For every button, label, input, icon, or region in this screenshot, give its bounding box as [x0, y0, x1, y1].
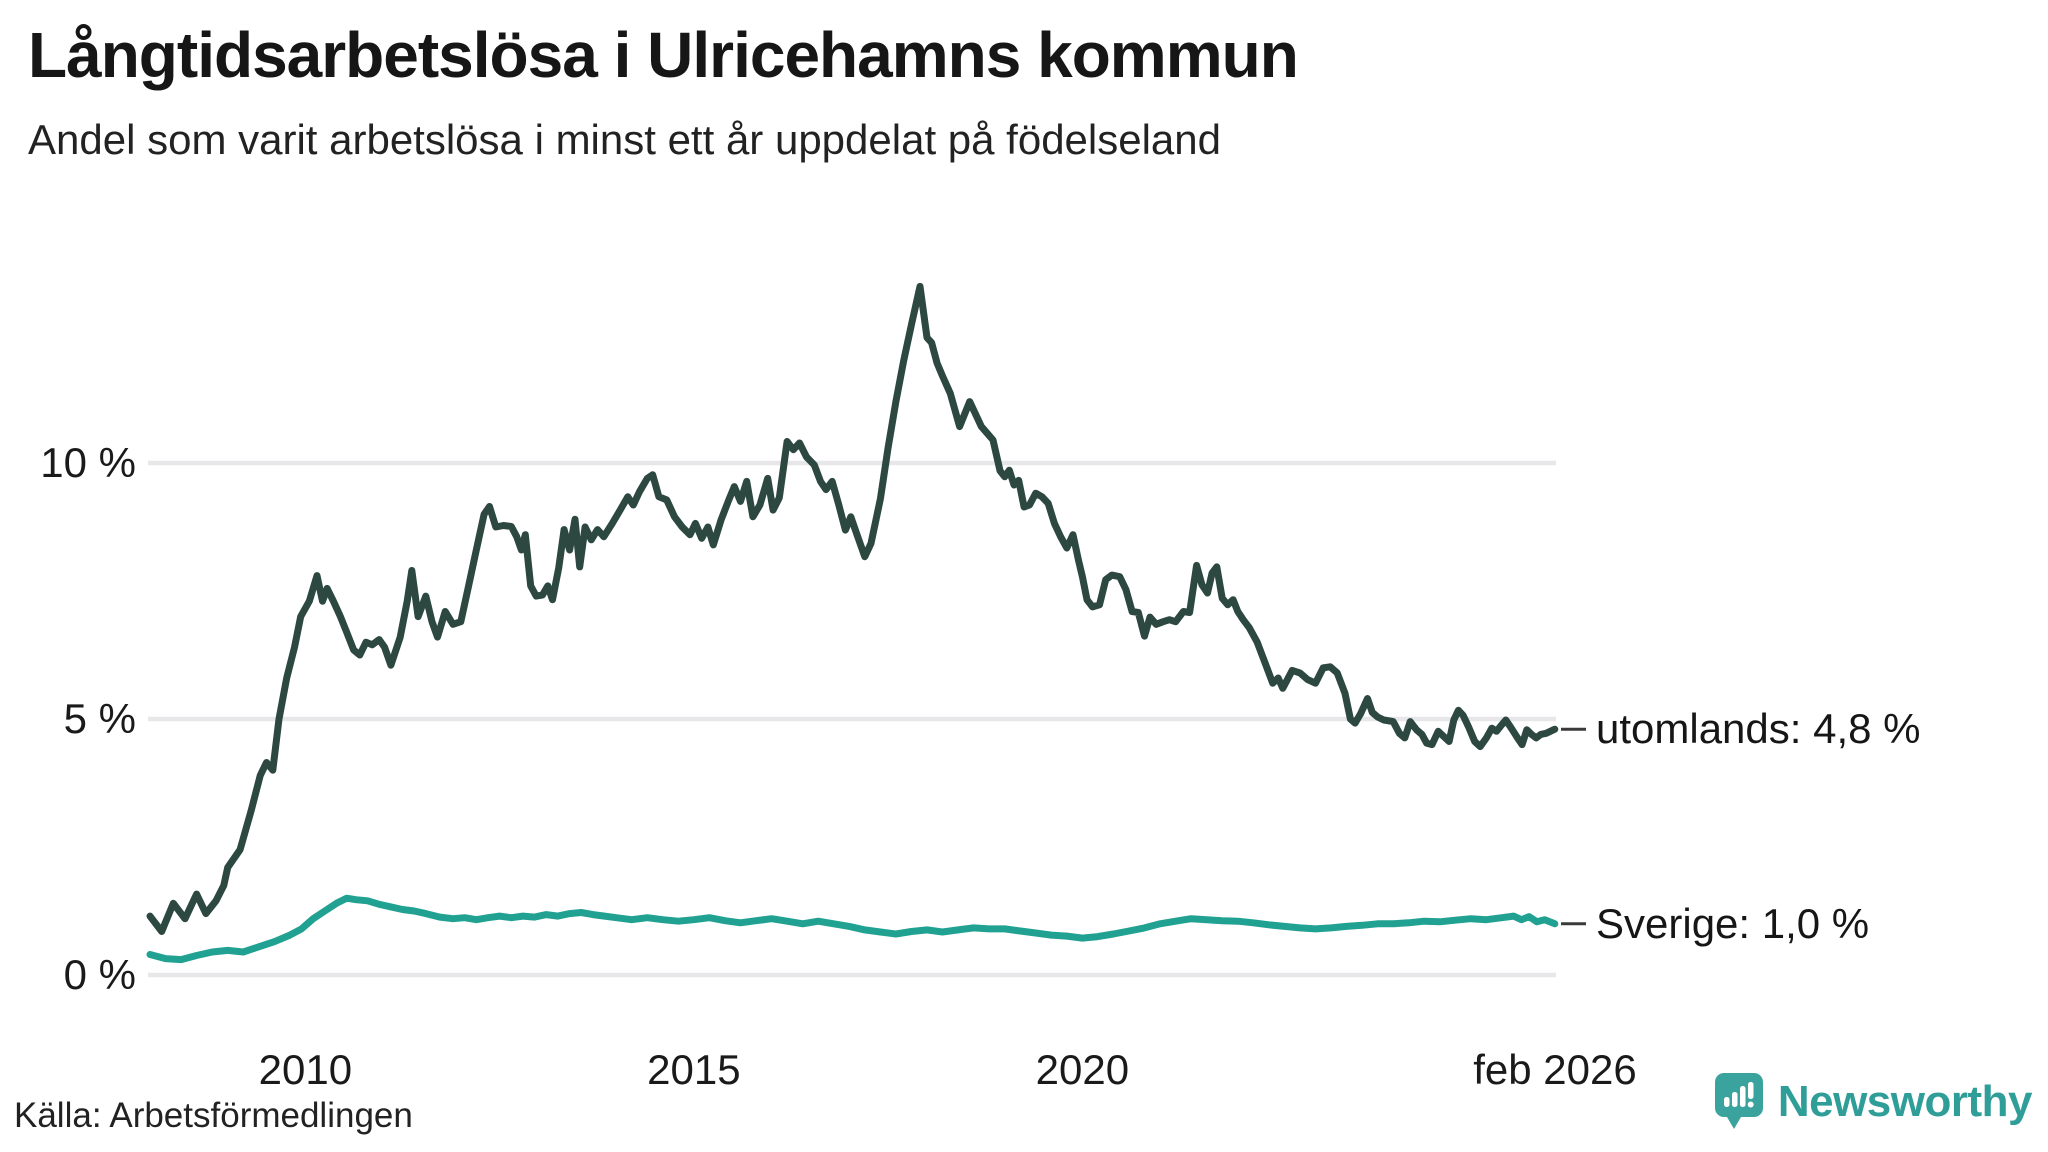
- series-label-utomlands: utomlands: 4,8 %: [1596, 705, 1921, 753]
- x-axis-tick-label: 2015: [647, 1046, 741, 1093]
- x-axis-tick-label: 2020: [1035, 1046, 1130, 1093]
- newsworthy-brand-text: Newsworthy: [1777, 1077, 2033, 1126]
- x-axis-tick-label: 2010: [258, 1046, 353, 1093]
- source-note: Källa: Arbetsförmedlingen: [14, 1096, 413, 1135]
- series-line-utomlands: [146, 282, 1559, 935]
- series-line-Sverige: [146, 894, 1559, 964]
- page-subtitle: Andel som varit arbetslösa i minst ett å…: [28, 116, 1222, 163]
- newsworthy-logo: Newsworthy: [1714, 1072, 2033, 1132]
- series-label-sverige: Sverige: 1,0 %: [1596, 899, 1870, 947]
- y-axis-tick-label: 5 %: [63, 695, 136, 742]
- page-title: Långtidsarbetslösa i Ulricehamns kommun: [28, 19, 1299, 91]
- y-axis-tick-label: 0 %: [63, 951, 136, 998]
- newsworthy-logo-icon: [1714, 1073, 1763, 1129]
- x-axis-tick-label: feb 2026: [1473, 1046, 1637, 1093]
- y-axis-tick-label: 10 %: [40, 439, 136, 486]
